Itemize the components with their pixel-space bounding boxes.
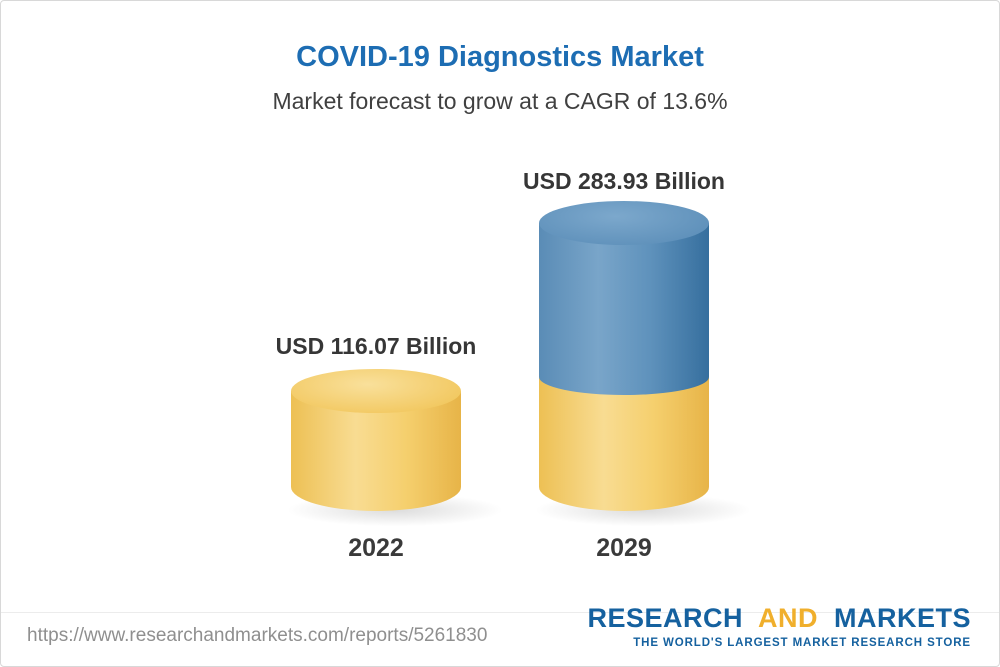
bar-2029 [539, 201, 709, 533]
logo-word-research: RESEARCH [587, 603, 751, 633]
chart-subtitle: Market forecast to grow at a CAGR of 13.… [272, 88, 728, 114]
bar-2022 [291, 369, 461, 533]
bar-2029-yellow-segment [539, 373, 709, 511]
chart-title: COVID-19 Diagnostics Market [296, 41, 704, 73]
logo-tagline: THE WORLD'S LARGEST MARKET RESEARCH STOR… [633, 636, 971, 649]
logo-word-markets: MARKETS [834, 603, 971, 633]
logo-wordmark: RESEARCH AND MARKETS [587, 603, 971, 634]
footer-divider [1, 612, 999, 613]
research-and-markets-logo: RESEARCH AND MARKETS THE WORLD'S LARGEST… [587, 603, 971, 649]
x-axis-label-2029: 2029 [596, 534, 652, 562]
x-axis-label-2022: 2022 [348, 534, 404, 562]
bar-2029-blue-segment [539, 223, 709, 395]
bar-value-label-2029: USD 283.93 Billion [523, 168, 725, 194]
report-url-text: https://www.researchandmarkets.com/repor… [27, 625, 488, 646]
bar-value-label-2022: USD 116.07 Billion [275, 333, 477, 359]
logo-word-and: AND [757, 603, 826, 633]
bar-2022-top-cap [291, 369, 461, 413]
bar-2029-top-cap [539, 201, 709, 245]
